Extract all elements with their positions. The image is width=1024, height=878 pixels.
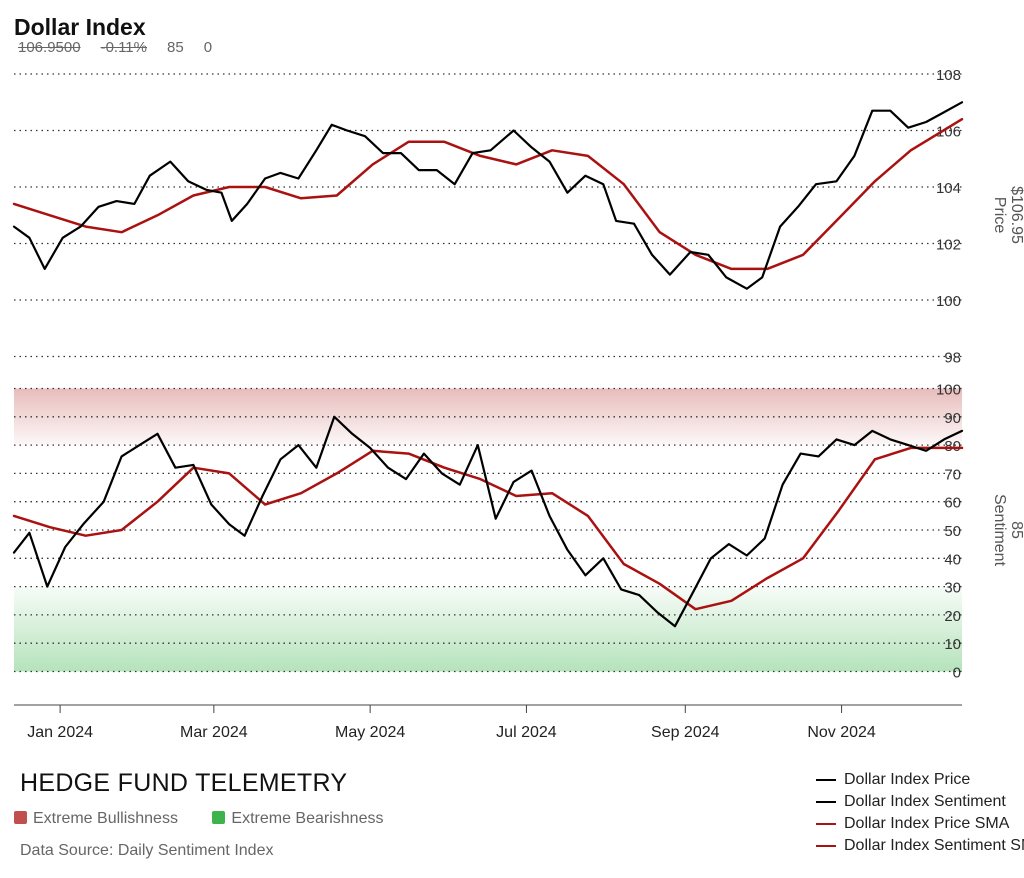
sentiment-value: 85 bbox=[167, 39, 184, 56]
price-axis-label-text: $106.95 bbox=[1008, 186, 1024, 244]
legend-swatch bbox=[816, 800, 836, 803]
sentiment-axis-label-text: Sentiment bbox=[991, 494, 1008, 567]
price-axis-label: Price $106.95 bbox=[991, 186, 1024, 244]
legend-item-sentiment[interactable]: Dollar Index Sentiment bbox=[816, 793, 1024, 815]
sentiment-tick-label: 60 bbox=[944, 495, 961, 512]
x-tick-label: Mar 2024 bbox=[180, 724, 248, 741]
legend-label: Dollar Index Price bbox=[844, 771, 971, 788]
bear-zone bbox=[14, 586, 962, 672]
data-source: Data Source: Daily Sentiment Index bbox=[20, 842, 274, 859]
price-line bbox=[12, 101, 964, 290]
sentiment-tick-label: 100 bbox=[936, 382, 961, 399]
dollar-index-chart: 98 100 102 104 106 108 0 10 20 30 40 50 60 70 80 90 100 P… bbox=[12, 67, 1024, 741]
x-tick-label: Jan 2024 bbox=[27, 724, 93, 741]
legend-item-price[interactable]: Dollar Index Price bbox=[816, 771, 1024, 793]
price-axis-label-text: Price bbox=[991, 197, 1008, 234]
sentiment-tick-label: 10 bbox=[944, 636, 961, 653]
price-tick-label: 100 bbox=[936, 293, 961, 310]
legend-item-sentiment-sma[interactable]: Dollar Index Sentiment SMA bbox=[816, 837, 1024, 859]
legend-label: Dollar Index Sentiment bbox=[844, 793, 1006, 810]
legend-item-price-sma[interactable]: Dollar Index Price SMA bbox=[816, 815, 1024, 837]
bull-swatch bbox=[14, 811, 27, 824]
sentiment-tick-label: 40 bbox=[944, 551, 961, 568]
sentiment-tick-label: 30 bbox=[944, 580, 961, 597]
x-tick-label: May 2024 bbox=[335, 724, 405, 741]
legend-swatch bbox=[816, 822, 836, 825]
x-tick-label: Jul 2024 bbox=[496, 724, 557, 741]
price-tick-label: 102 bbox=[936, 237, 961, 254]
chart-legend: Dollar Index Price Dollar Index Sentimen… bbox=[816, 771, 1024, 859]
price-tick-label: 98 bbox=[944, 350, 961, 367]
price-value: 106.9500 bbox=[18, 39, 81, 56]
brand-name: HEDGE FUND TELEMETRY bbox=[20, 769, 348, 797]
change-value: -0.11% bbox=[100, 39, 147, 56]
sentiment-line bbox=[12, 415, 964, 628]
sentiment-tick-label: 50 bbox=[944, 523, 961, 540]
extra-value: 0 bbox=[203, 39, 213, 56]
legend-swatch bbox=[816, 778, 836, 781]
header-stats: 106.9500 -0.11% 85 0 bbox=[18, 39, 232, 56]
zone-bull-key: Extreme Bullishness bbox=[14, 810, 178, 828]
sentiment-tick-label: 20 bbox=[944, 608, 961, 625]
price-sma-line bbox=[12, 117, 964, 271]
bear-swatch bbox=[212, 811, 226, 824]
x-tick-label: Sep 2024 bbox=[651, 724, 720, 741]
zone-bear-key: Extreme Bearishness bbox=[212, 810, 383, 828]
sentiment-tick-label: 70 bbox=[944, 466, 961, 483]
price-tick-label: 106 bbox=[936, 124, 961, 141]
zone-bull-label: Extreme Bullishness bbox=[33, 810, 178, 827]
sentiment-axis-label: Sentiment 85 bbox=[991, 494, 1024, 567]
sentiment-tick-label: 0 bbox=[953, 665, 961, 682]
zone-key: Extreme Bullishness Extreme Bearishness bbox=[14, 810, 413, 828]
price-tick-label: 108 bbox=[936, 67, 961, 84]
zone-bear-label: Extreme Bearishness bbox=[231, 810, 384, 827]
x-tick-label: Nov 2024 bbox=[807, 724, 876, 741]
legend-swatch bbox=[816, 844, 836, 847]
sentiment-axis-label-text: 85 bbox=[1008, 521, 1024, 539]
legend-label: Dollar Index Price SMA bbox=[844, 815, 1010, 832]
legend-label: Dollar Index Sentiment SMA bbox=[844, 837, 1024, 854]
chart-title: Dollar Index bbox=[14, 14, 146, 40]
price-tick-label: 104 bbox=[936, 180, 961, 197]
sentiment-tick-label: 90 bbox=[944, 410, 961, 427]
sentiment-sma-line bbox=[12, 446, 964, 611]
sentiment-tick-label: 80 bbox=[944, 438, 961, 455]
